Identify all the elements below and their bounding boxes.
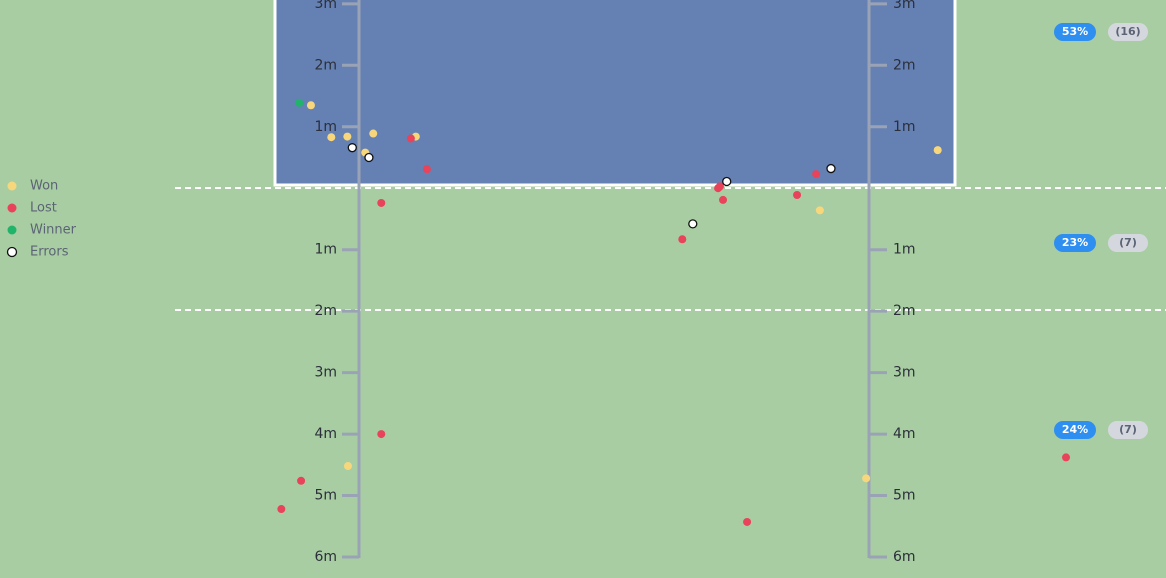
shot-point xyxy=(719,195,728,204)
percent-badge xyxy=(1054,23,1096,41)
y-tick-label: 2m xyxy=(314,57,337,73)
legend-label: Won xyxy=(30,179,58,194)
count-badge xyxy=(1108,421,1148,439)
shot-point xyxy=(722,176,732,187)
legend-swatch xyxy=(7,181,17,191)
y-tick-label: 3m xyxy=(314,0,337,12)
shot-point xyxy=(826,163,836,174)
y-tick-label: 5m xyxy=(314,488,337,504)
shot-point xyxy=(862,474,871,483)
legend-swatch xyxy=(6,246,18,258)
shot-point xyxy=(297,476,306,485)
shot-point xyxy=(295,98,304,107)
shot-point xyxy=(812,170,821,179)
shot-point xyxy=(343,132,352,141)
shot-point xyxy=(678,235,687,244)
legend-swatch xyxy=(7,203,17,213)
shot-point xyxy=(422,165,431,174)
shot-point xyxy=(377,430,386,439)
y-tick-label: 1m xyxy=(893,242,916,258)
shot-point xyxy=(347,143,357,153)
y-tick-label: 3m xyxy=(893,0,916,12)
y-tick-label: 1m xyxy=(314,119,337,135)
shot-point xyxy=(793,190,802,199)
count-label: (7) xyxy=(1119,423,1137,436)
shot-point xyxy=(364,152,374,163)
legend-label: Winner xyxy=(30,223,77,238)
y-tick-label: 6m xyxy=(314,549,337,565)
y-tick-label: 3m xyxy=(893,365,916,381)
shot-point xyxy=(688,219,698,229)
y-tick-label: 6m xyxy=(893,549,916,565)
y-tick-label: 4m xyxy=(314,426,337,442)
shot-point xyxy=(933,146,942,155)
count-label: (7) xyxy=(1119,236,1137,249)
shot-point xyxy=(306,101,315,110)
y-tick-label: 2m xyxy=(893,57,916,73)
y-tick-label: 2m xyxy=(314,303,337,319)
count-badge xyxy=(1108,23,1148,41)
percent-badge xyxy=(1054,234,1096,252)
shot-point xyxy=(406,134,415,143)
y-tick-label: 5m xyxy=(893,488,916,504)
shot-point xyxy=(715,182,724,191)
count-badge xyxy=(1108,234,1148,252)
y-tick-label: 3m xyxy=(314,365,337,381)
legend-label: Errors xyxy=(30,245,69,260)
shot-point xyxy=(1062,453,1071,462)
shot-point xyxy=(815,206,824,215)
shot-point xyxy=(277,505,286,514)
shot-point xyxy=(369,129,378,138)
net-area xyxy=(273,0,957,187)
count-label: (16) xyxy=(1115,25,1140,38)
shot-point xyxy=(377,198,386,207)
shot-point xyxy=(327,133,336,142)
y-tick-label: 1m xyxy=(893,119,916,135)
legend-swatch xyxy=(7,225,17,235)
y-tick-label: 2m xyxy=(893,303,916,319)
percent-label: 24% xyxy=(1062,423,1088,436)
y-tick-label: 1m xyxy=(314,242,337,258)
percent-label: 23% xyxy=(1062,236,1088,249)
legend-label: Lost xyxy=(30,201,57,216)
percent-label: 53% xyxy=(1062,25,1088,38)
shot-point xyxy=(343,462,352,471)
percent-badge xyxy=(1054,421,1096,439)
y-tick-label: 4m xyxy=(893,426,916,442)
shot-point xyxy=(743,517,752,526)
